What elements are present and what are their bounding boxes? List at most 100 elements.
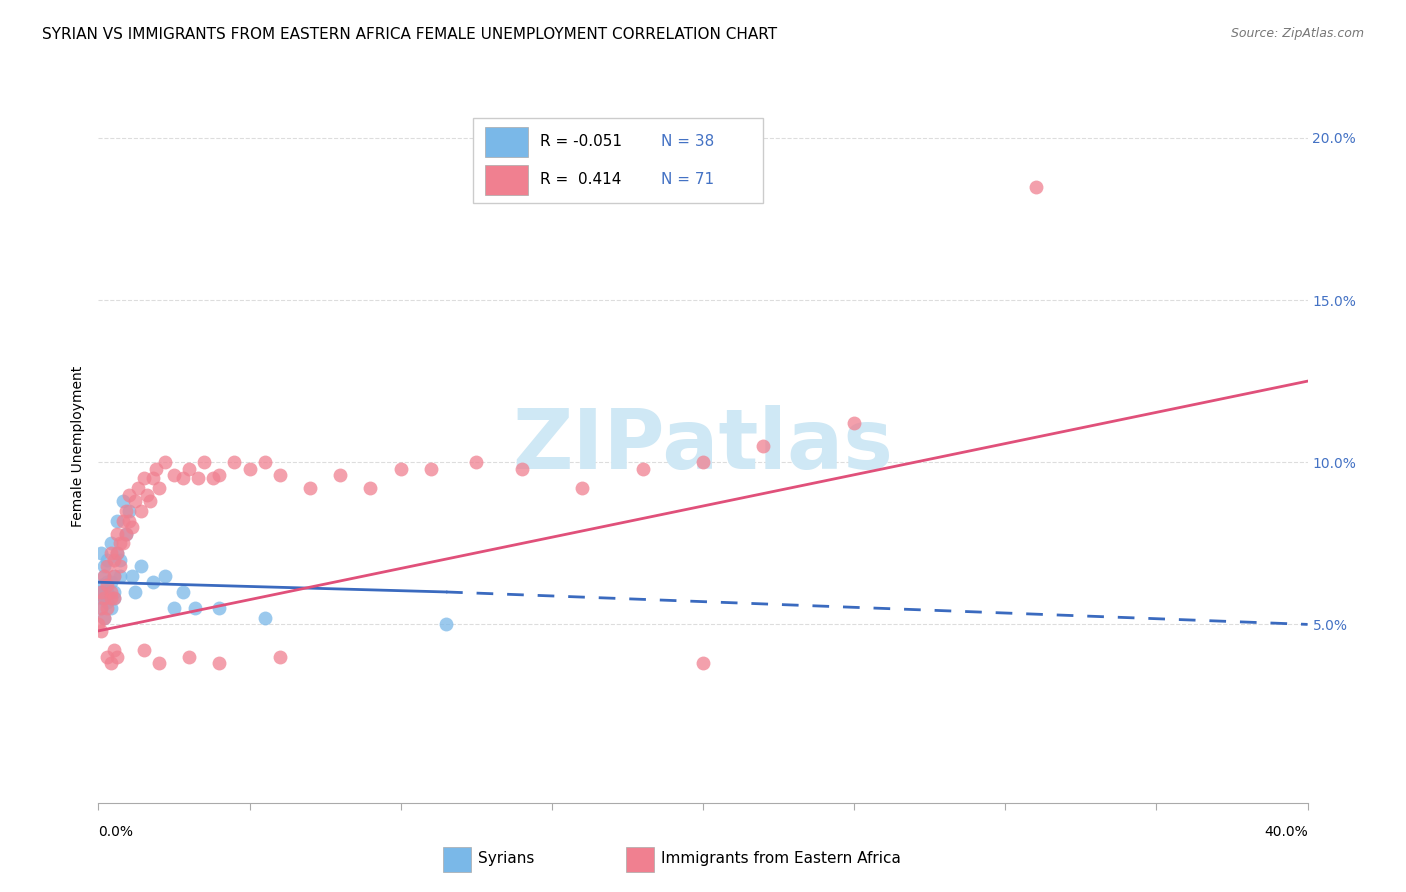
Text: R = -0.051: R = -0.051 — [540, 134, 621, 149]
Point — [253, 611, 276, 625]
Text: Immigrants from Eastern Africa: Immigrants from Eastern Africa — [661, 851, 901, 865]
Point — [111, 536, 134, 550]
Point — [145, 461, 167, 475]
Point — [208, 657, 231, 671]
Point — [1024, 179, 1046, 194]
Point — [114, 504, 136, 518]
Point — [124, 494, 146, 508]
Point — [96, 559, 118, 574]
Point — [103, 552, 125, 566]
Point — [108, 536, 131, 550]
Point — [127, 481, 149, 495]
Point — [253, 455, 276, 469]
Point — [114, 526, 136, 541]
Point — [93, 559, 115, 574]
Point — [96, 552, 118, 566]
Point — [103, 568, 125, 582]
Point — [90, 591, 112, 606]
Point — [90, 601, 112, 615]
Point — [93, 591, 115, 606]
Point — [121, 568, 143, 582]
Text: N = 38: N = 38 — [661, 134, 714, 149]
Point — [96, 601, 118, 615]
Point — [90, 546, 112, 560]
Point — [208, 601, 231, 615]
Point — [129, 504, 152, 518]
Point — [108, 552, 131, 566]
Point — [329, 468, 352, 483]
Point — [179, 649, 201, 664]
Point — [163, 601, 186, 615]
Point — [187, 471, 209, 485]
Point — [465, 455, 488, 469]
Point — [96, 575, 118, 590]
Point — [108, 559, 131, 574]
Point — [93, 585, 115, 599]
Point — [103, 585, 125, 599]
Text: 40.0%: 40.0% — [1264, 825, 1308, 839]
Point — [93, 611, 115, 625]
Point — [571, 481, 593, 495]
Point — [132, 643, 155, 657]
Point — [153, 455, 176, 469]
Text: N = 71: N = 71 — [661, 172, 714, 187]
Point — [124, 585, 146, 599]
Point — [193, 455, 215, 469]
Point — [239, 461, 262, 475]
Point — [100, 546, 122, 560]
Point — [103, 643, 125, 657]
Point — [118, 488, 141, 502]
Point — [179, 461, 201, 475]
Bar — [485, 165, 527, 194]
Point — [269, 649, 291, 664]
Point — [631, 461, 654, 475]
Point — [118, 514, 141, 528]
Point — [269, 468, 291, 483]
Point — [139, 494, 162, 508]
Bar — [485, 127, 527, 157]
Point — [129, 559, 152, 574]
Point — [100, 575, 122, 590]
Point — [111, 494, 134, 508]
Point — [93, 611, 115, 625]
Point — [142, 471, 165, 485]
Point — [153, 568, 176, 582]
Text: SYRIAN VS IMMIGRANTS FROM EASTERN AFRICA FEMALE UNEMPLOYMENT CORRELATION CHART: SYRIAN VS IMMIGRANTS FROM EASTERN AFRICA… — [42, 27, 778, 42]
Text: Syrians: Syrians — [478, 851, 534, 865]
Point — [87, 617, 110, 632]
Point — [420, 461, 443, 475]
Point — [111, 514, 134, 528]
Text: 0.0%: 0.0% — [98, 825, 134, 839]
Point — [103, 591, 125, 606]
Point — [105, 546, 128, 560]
Point — [389, 461, 412, 475]
Point — [172, 471, 194, 485]
Point — [172, 585, 194, 599]
Point — [87, 585, 110, 599]
Point — [105, 546, 128, 560]
Point — [692, 657, 714, 671]
Y-axis label: Female Unemployment: Female Unemployment — [72, 366, 86, 526]
Point — [103, 568, 125, 582]
Point — [224, 455, 246, 469]
Point — [90, 578, 112, 592]
Point — [96, 585, 118, 599]
Point — [692, 455, 714, 469]
Point — [114, 526, 136, 541]
Point — [105, 526, 128, 541]
Point — [105, 649, 128, 664]
Point — [510, 461, 533, 475]
Point — [100, 601, 122, 615]
FancyBboxPatch shape — [474, 118, 763, 203]
Point — [100, 536, 122, 550]
Point — [90, 624, 112, 638]
Point — [108, 568, 131, 582]
Point — [96, 595, 118, 609]
Text: R =  0.414: R = 0.414 — [540, 172, 621, 187]
Point — [100, 657, 122, 671]
Point — [93, 568, 115, 582]
Point — [100, 591, 122, 606]
Point — [208, 468, 231, 483]
Point — [96, 578, 118, 592]
Point — [184, 601, 207, 615]
